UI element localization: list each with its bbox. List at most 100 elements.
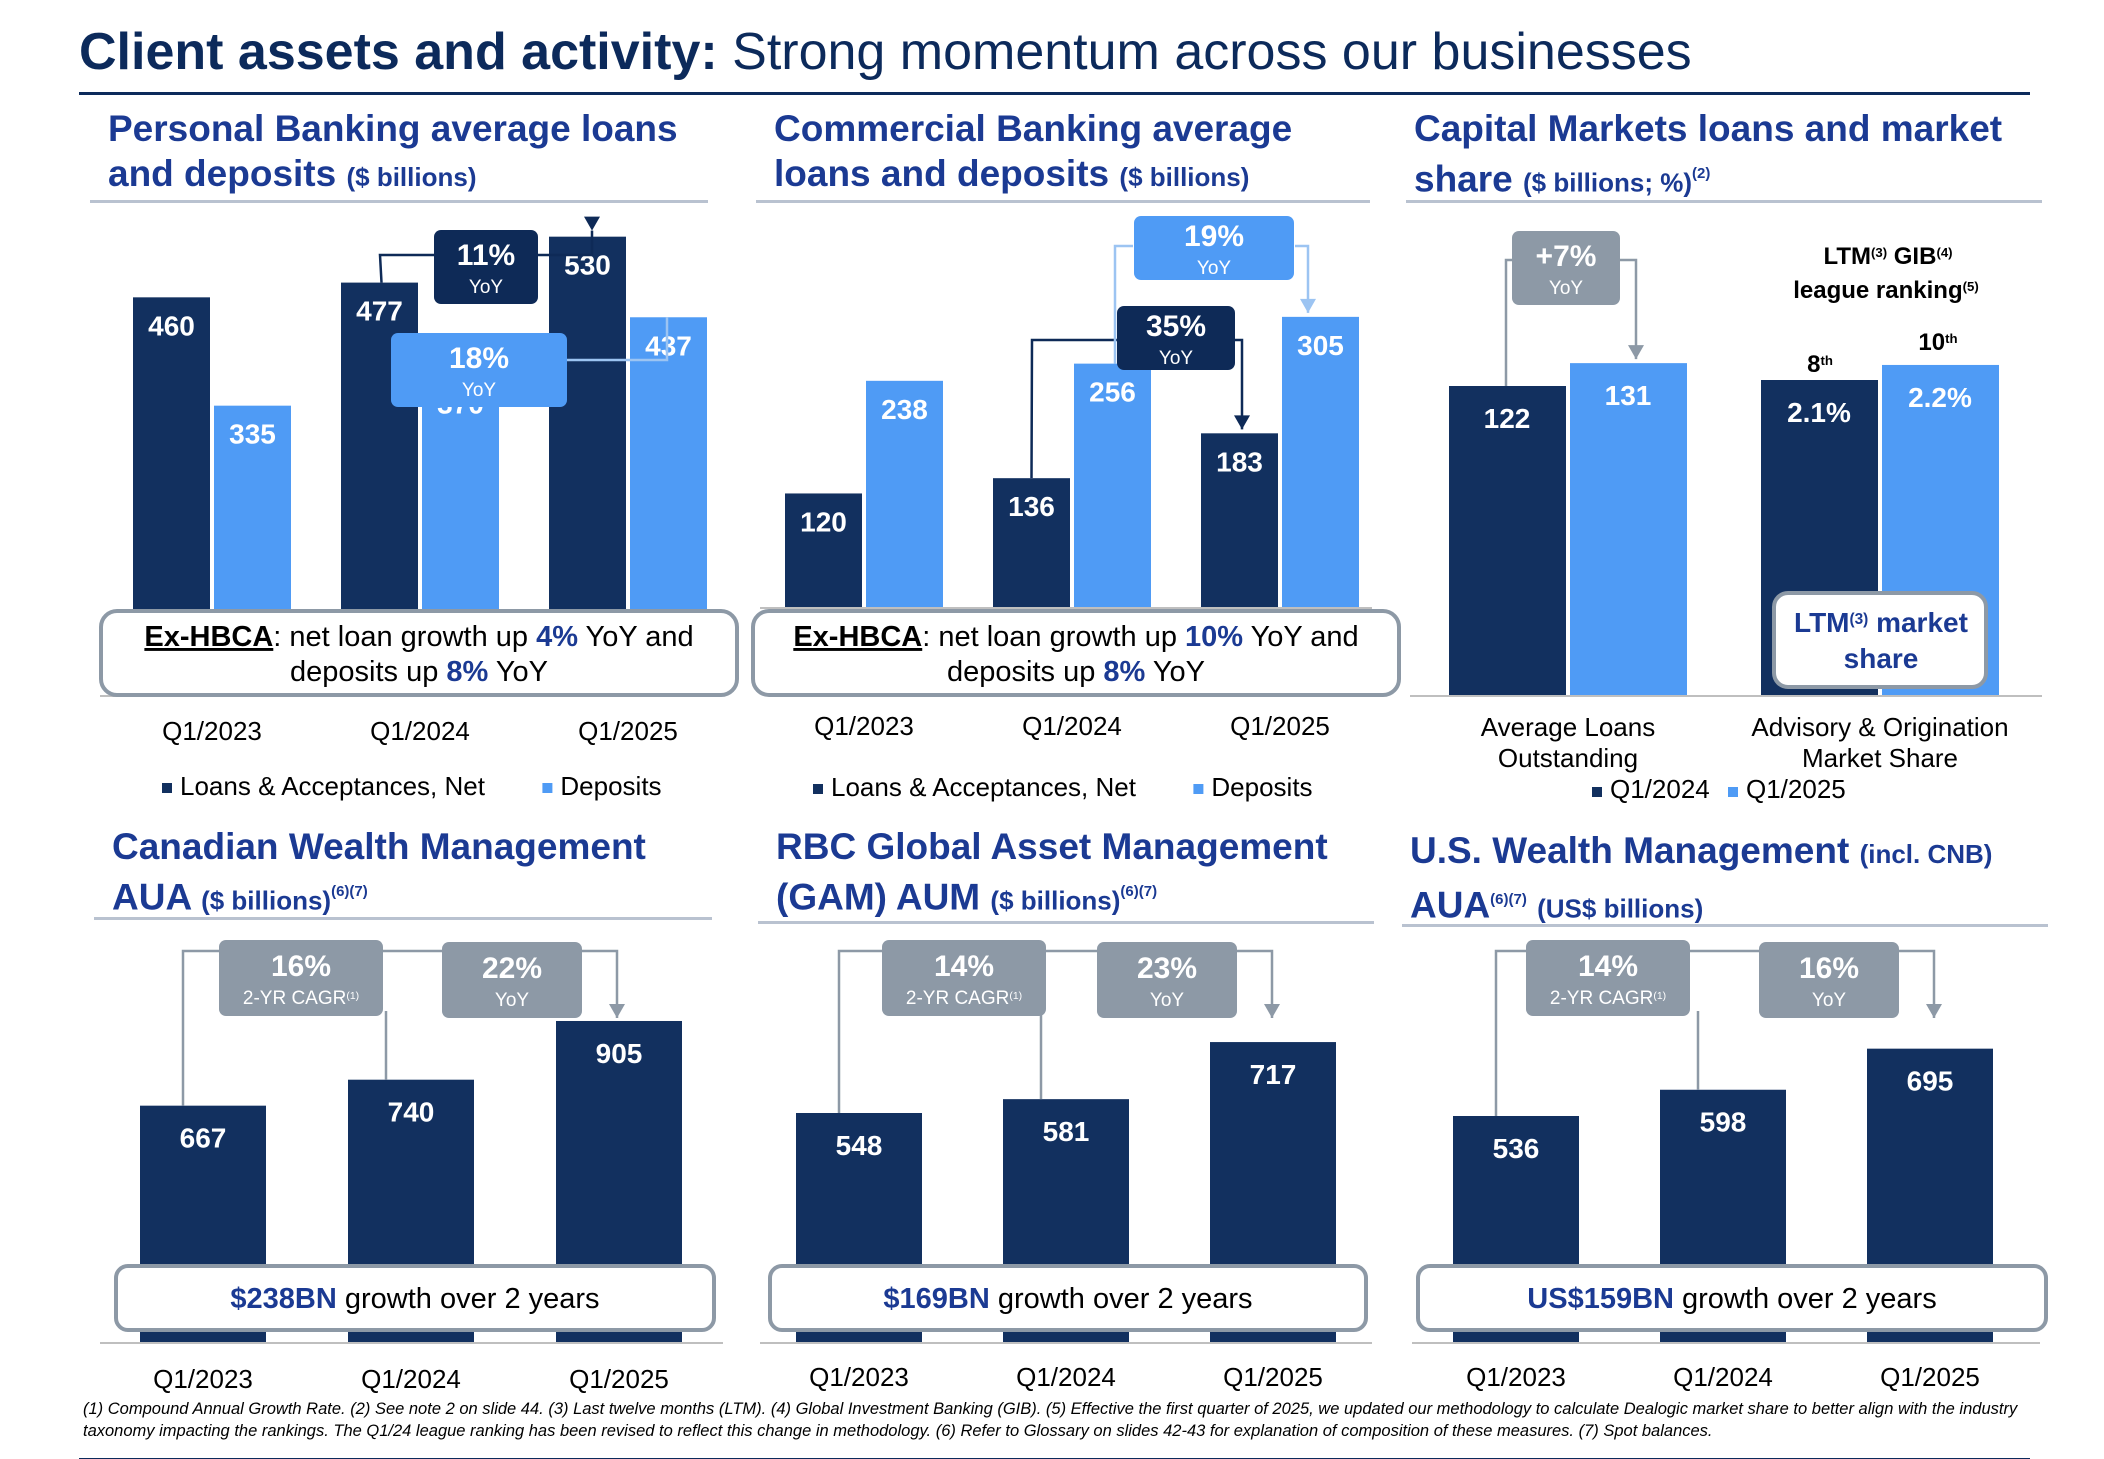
- uswm-callout-cagr-label: 2-YR CAGR(1): [1550, 988, 1666, 1009]
- page-title-rest: Strong momentum across our businesses: [717, 23, 1692, 81]
- cb-loans-connector-end-arrow: [1234, 415, 1250, 430]
- gam-title-line1: RBC Global Asset Management: [776, 826, 1328, 867]
- pb-title-line1: Personal Banking average loans: [108, 108, 678, 149]
- cb-category-0: Q1/2023: [814, 711, 914, 741]
- gam-title-rule: [758, 921, 1374, 924]
- page-title: Client assets and activity: Strong momen…: [79, 22, 1692, 82]
- page-title-bold: Client assets and activity:: [79, 23, 718, 81]
- cb-bar-loans-1: [993, 478, 1070, 608]
- cwm-category-2: Q1/2025: [569, 1364, 669, 1394]
- uswm-title-line2: AUA: [1410, 884, 1491, 926]
- pb-note-line2: deposits up 8% YoY: [290, 656, 548, 688]
- cb-deposits-connector-start: [1113, 244, 1133, 364]
- cwm-title-sup: (6)(7): [331, 883, 368, 900]
- cb-legend-swatch-0: [813, 784, 823, 794]
- gam-callout-cagr-box: [882, 940, 1046, 1016]
- gam-callout-cagr-pct: 14%: [934, 950, 994, 983]
- pb-title-unit: ($ billions): [346, 162, 477, 192]
- cwm-title-unit: ($ billions): [201, 885, 332, 916]
- cm-bar-q1-2024-0: [1449, 386, 1566, 696]
- gam-callout-yoy-label: YoY: [1150, 990, 1184, 1011]
- cm-legend-label-1: Q1/2025: [1746, 774, 1846, 804]
- gam-category-2: Q1/2025: [1223, 1362, 1323, 1392]
- uswm-note-text: US$159BN growth over 2 years: [1527, 1283, 1936, 1315]
- cm-title-line2: share: [1414, 158, 1513, 200]
- cb-note-box: [751, 609, 1401, 697]
- cb-bar-deposits-0: [866, 380, 943, 608]
- cwm-title-line2: AUA: [112, 876, 191, 918]
- uswm-title: U.S. Wealth Management (incl. CNB) AUA(6…: [1410, 828, 1992, 931]
- cm-category-1-line1: Advisory & Origination: [1751, 712, 2008, 742]
- pb-category-0: Q1/2023: [162, 716, 262, 746]
- cwm-callout-yoy-box: [442, 942, 582, 1018]
- pb-note-line1: Ex-HBCA: net loan growth up 4% YoY and: [144, 621, 693, 653]
- cm-ranking-line1: LTM(3) GIB(4): [1823, 243, 1952, 270]
- cm-rank-q1-2024: 8th: [1807, 351, 1833, 378]
- gam-bar-label-2: 717: [1250, 1059, 1297, 1090]
- gam-category-0: Q1/2023: [809, 1362, 909, 1392]
- gam-title: RBC Global Asset Management (GAM) AUM ($…: [776, 824, 1328, 923]
- cwm-note-text: $238BN growth over 2 years: [230, 1283, 599, 1315]
- cwm-bar-label-1: 740: [388, 1097, 435, 1128]
- footnote: (1) Compound Annual Growth Rate. (2) See…: [83, 1400, 2018, 1440]
- uswm-bar-label-1: 598: [1700, 1107, 1747, 1138]
- cm-callout-pct: +7%: [1536, 240, 1597, 273]
- cb-note-line2: deposits up 8% YoY: [947, 656, 1205, 688]
- cb-bar-label-deposits-2: 305: [1297, 330, 1344, 361]
- pb-callout-deposits-box: [391, 333, 567, 407]
- cwm-callout-yoy-pct: 22%: [482, 952, 542, 985]
- gam-cagr-connector-start: [837, 949, 882, 1113]
- pb-bar-label-loans-0: 460: [148, 310, 195, 341]
- cb-callout-loans-label: YoY: [1159, 348, 1193, 369]
- cm-title-rule: [1406, 200, 2042, 203]
- cb-title-line2: loans and deposits: [774, 153, 1110, 194]
- cwm-note-box: [114, 1264, 716, 1332]
- cb-callout-loans-pct: 35%: [1146, 310, 1206, 343]
- pb-legend-label-0: Loans & Acceptances, Net: [180, 771, 486, 801]
- cb-bar-loans-2: [1201, 433, 1278, 608]
- cb-category-1: Q1/2024: [1022, 711, 1122, 741]
- gam-yoy-connector-end-arrow: [1264, 1004, 1280, 1018]
- pb-callout-loans-box: [434, 230, 538, 304]
- gam-note-box: [768, 1264, 1368, 1332]
- cm-connector-end: [1614, 258, 1638, 360]
- cm-share-box: [1772, 591, 1988, 689]
- cb-callout-deposits-pct: 19%: [1184, 220, 1244, 253]
- uswm-title-suffix: (incl. CNB): [1859, 839, 1993, 869]
- cwm-callout-cagr-label: 2-YR CAGR(1): [243, 988, 359, 1009]
- pb-title-line2: and deposits: [108, 153, 337, 194]
- pb-legend-swatch-0: [162, 783, 172, 793]
- pb-bar-label-deposits-2: 437: [645, 330, 692, 361]
- cwm-callout-yoy-label: YoY: [495, 990, 529, 1011]
- cm-share-line1: LTM(3) market: [1794, 607, 1968, 638]
- cb-bar-loans-0: [785, 493, 862, 608]
- cm-callout-box: [1512, 231, 1620, 305]
- cm-title-unit: ($ billions; %): [1523, 167, 1693, 198]
- cm-bar-q1-2025-0: [1570, 363, 1687, 696]
- uswm-title-unit: (US$ billions): [1537, 893, 1704, 924]
- uswm-title-rule: [1402, 924, 2048, 927]
- cwm-title-rule: [94, 917, 712, 920]
- cb-bar-deposits-1: [1074, 363, 1151, 608]
- pb-title-rule: [90, 200, 708, 203]
- pb-category-2: Q1/2025: [578, 716, 678, 746]
- gam-title-unit: ($ billions): [990, 885, 1121, 916]
- pb-callout-loans-label: YoY: [469, 277, 503, 298]
- uswm-bar-label-0: 536: [1493, 1133, 1540, 1164]
- cb-bar-label-loans-1: 136: [1008, 491, 1055, 522]
- cm-bar-label-q1-2024-1: 2.1%: [1787, 397, 1851, 428]
- pb-legend-swatch-1: [542, 783, 553, 793]
- cm-category-1-line2: Market Share: [1802, 743, 1958, 773]
- cb-note-line1: Ex-HBCA: net loan growth up 10% YoY and: [793, 621, 1358, 653]
- uswm-callout-cagr-box: [1526, 940, 1690, 1016]
- pb-callout-deposits-pct: 18%: [449, 342, 509, 375]
- uswm-yoy-connector-end: [1899, 949, 1936, 1018]
- cm-ranking-line2: league ranking(5): [1793, 277, 1979, 304]
- cb-title-unit: ($ billions): [1119, 162, 1250, 192]
- cb-category-2: Q1/2025: [1230, 711, 1330, 741]
- gam-bar-label-0: 548: [836, 1130, 883, 1161]
- cwm-callout-cagr-box: [219, 940, 383, 1016]
- pb-title: Personal Banking average loans and depos…: [108, 106, 678, 200]
- cm-share-line2: share: [1844, 643, 1919, 674]
- cm-connector-end-arrow: [1628, 345, 1644, 360]
